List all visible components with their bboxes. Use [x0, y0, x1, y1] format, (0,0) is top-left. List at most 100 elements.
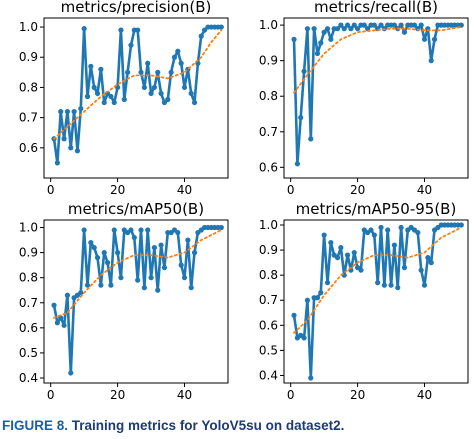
y-tick-label: 0.7 [19, 111, 38, 125]
results-point [178, 262, 184, 268]
results-point [175, 48, 181, 54]
results-point [68, 145, 74, 151]
results-point [168, 69, 174, 75]
results-point [178, 60, 184, 66]
results-point [88, 63, 94, 69]
results-point [64, 108, 71, 115]
results-point [304, 297, 311, 303]
y-tick-label: 0.5 [19, 346, 38, 360]
results-point [351, 22, 357, 28]
results-point [218, 224, 224, 231]
results-point [128, 227, 134, 233]
figure-caption: FIGURE 8. Training metrics for YoloV5su … [2, 418, 344, 433]
results-point [425, 255, 431, 261]
results-point [358, 267, 364, 273]
axes-frame-precision [43, 17, 229, 179]
y-tick-label: 0.9 [19, 50, 38, 64]
results-point [401, 265, 408, 271]
results-point [201, 27, 208, 33]
results-point [304, 26, 311, 32]
results-point [458, 22, 464, 28]
results-point [151, 84, 157, 91]
results-point [191, 99, 198, 106]
results-point [321, 232, 327, 238]
results-point [318, 290, 324, 296]
y-tick-label: 0.4 [19, 371, 38, 385]
x-tick-label: 40 [177, 183, 192, 197]
results-point [58, 108, 64, 115]
results-point [328, 239, 334, 246]
chart-precision: metrics/precision(B) 0 20 40 0.6 0.7 0.8 0.9 1.0 [19, 0, 229, 197]
results-point [191, 250, 198, 256]
results-point [428, 58, 434, 64]
results-point [355, 26, 361, 32]
results-point [391, 242, 397, 248]
figure-caption-text: Training metrics for YoloV5su on dataset… [71, 418, 345, 433]
results-point [188, 90, 194, 97]
y-tick-label: 0.9 [19, 246, 38, 260]
x-tick-label: 0 [287, 183, 295, 197]
results-point [94, 90, 101, 97]
results-point [165, 96, 171, 103]
results-point [314, 50, 321, 57]
results-point [418, 267, 424, 273]
results-point [115, 250, 121, 256]
y-tick-label: 0.7 [259, 125, 278, 139]
results-point [341, 26, 347, 32]
figure-label: FIGURE 8. [2, 418, 69, 433]
smooth-line-map50-95 [293, 226, 463, 334]
y-tick-label: 0.4 [259, 368, 278, 382]
y-tick-label: 1.0 [259, 218, 278, 232]
results-point [301, 335, 307, 341]
y-tick-label: 0.8 [259, 268, 278, 282]
results-point [151, 244, 157, 251]
results-point [458, 222, 464, 228]
results-point [78, 105, 84, 112]
results-point [375, 280, 381, 286]
chart-title-precision: metrics/precision(B) [61, 0, 212, 16]
results-point [101, 99, 107, 106]
results-point [101, 250, 107, 256]
results-point [181, 275, 188, 281]
results-point [98, 282, 104, 288]
results-point [218, 24, 224, 30]
results-point [428, 260, 434, 266]
results-point [148, 275, 154, 281]
results-point [308, 136, 314, 142]
results-point [291, 312, 297, 318]
x-tick-label: 20 [110, 388, 125, 402]
y-tick-label: 1.0 [19, 20, 38, 34]
results-point [401, 29, 408, 35]
results-point [135, 27, 141, 33]
results-point [158, 242, 164, 248]
results-point [338, 22, 344, 28]
x-tick-label: 20 [350, 388, 365, 402]
smooth-line-precision [53, 29, 223, 140]
results-point [378, 224, 384, 231]
results-point [141, 84, 147, 91]
results-point [88, 239, 94, 246]
results-point [371, 232, 377, 238]
results-point [321, 29, 327, 35]
results-point [371, 22, 377, 28]
results-point [161, 265, 168, 271]
y-tick-label: 0.6 [19, 321, 38, 335]
y-tick-label: 0.9 [259, 243, 278, 257]
results-point [334, 26, 341, 32]
y-tick-label: 0.5 [259, 343, 278, 357]
results-point [411, 22, 418, 28]
results-point [308, 375, 314, 381]
chart-title-map50: metrics/mAP50(B) [68, 200, 204, 218]
results-point [188, 285, 194, 291]
results-point [385, 227, 391, 233]
results-point [175, 229, 181, 236]
results-point [145, 60, 151, 66]
chart-title-recall: metrics/recall(B) [314, 0, 438, 16]
results-point [81, 25, 87, 32]
y-tick-label: 0.9 [259, 54, 278, 68]
smooth-line-recall [293, 25, 463, 94]
results-point [81, 227, 87, 233]
results-point [128, 42, 134, 48]
axes-frame-recall [283, 17, 469, 179]
results-point [171, 54, 178, 60]
